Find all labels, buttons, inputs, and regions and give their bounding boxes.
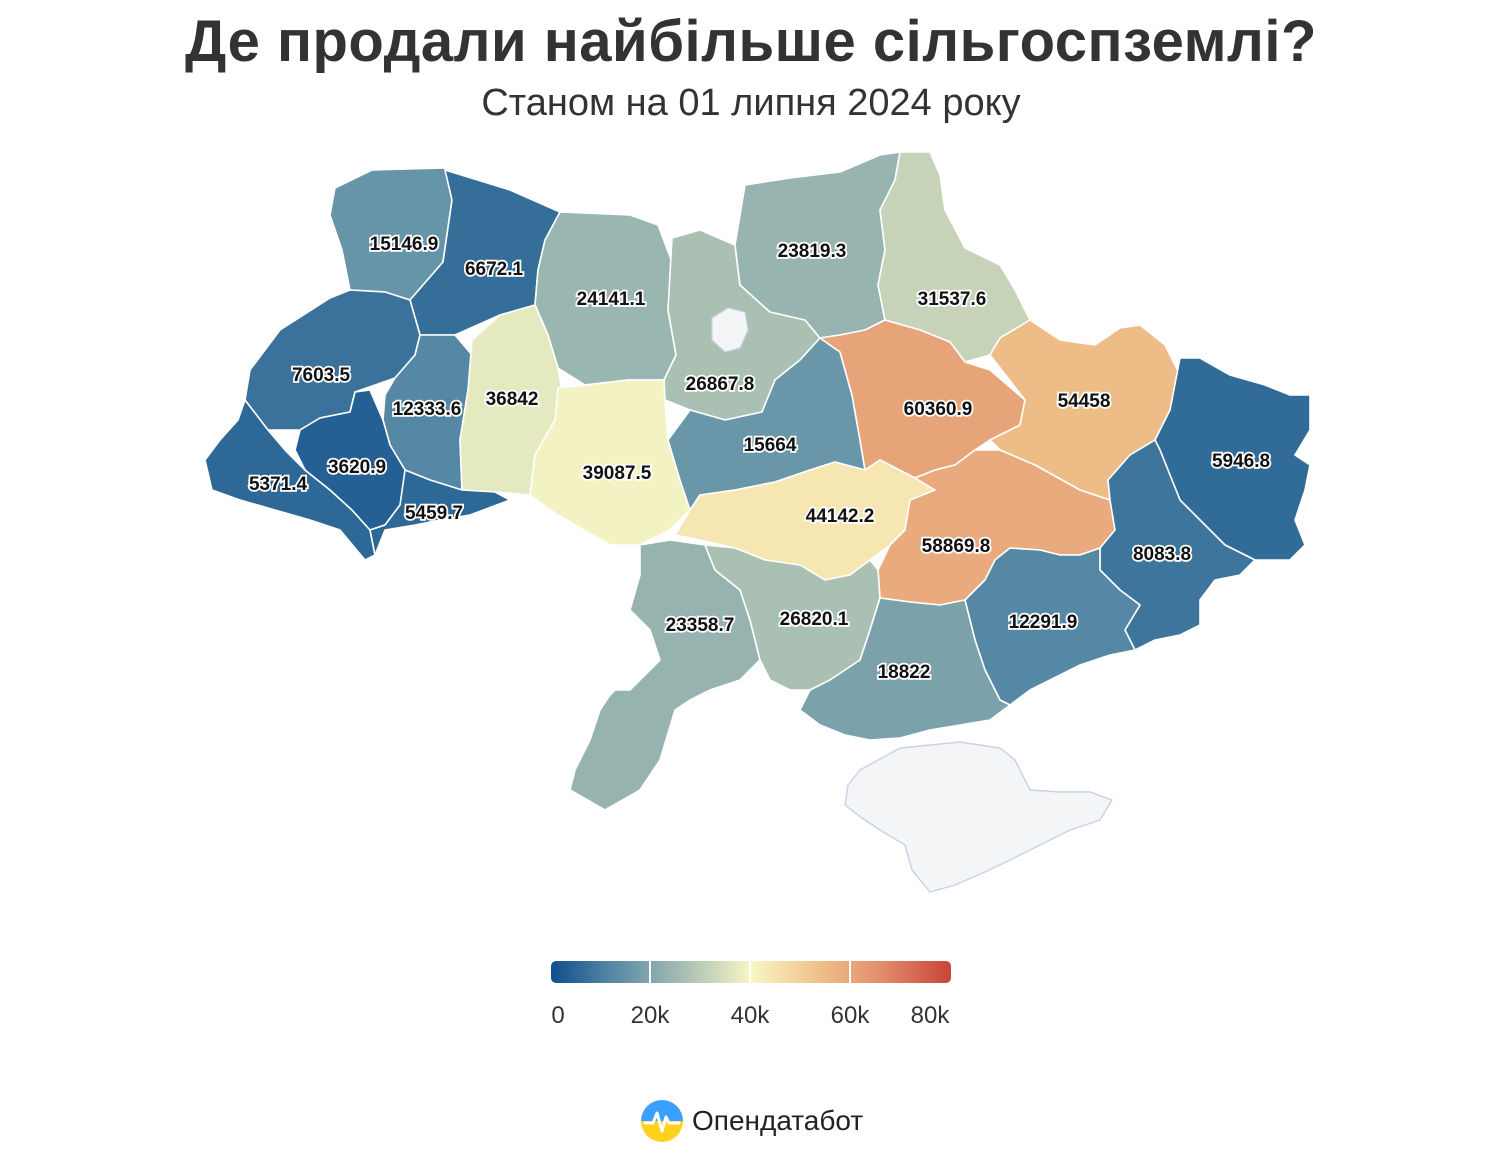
region-value-label-zakarpattia: 5371.4 xyxy=(249,474,308,495)
legend-tick-40k: 40k xyxy=(730,1002,770,1029)
region-value-label-zhytomyr: 24141.1 xyxy=(577,289,646,310)
legend-tick-20k: 20k xyxy=(630,1002,670,1029)
legend-divider xyxy=(849,961,851,983)
page-title: Де продали найбільше сільгоспземлі? xyxy=(185,9,1317,74)
brand-name: Опендатабот xyxy=(692,1105,864,1136)
region-value-label-luhansk: 5946.8 xyxy=(1212,451,1270,472)
region-value-label-volyn: 15146.9 xyxy=(370,234,439,255)
brand-logo: Опендатабот xyxy=(640,1098,863,1144)
region-value-label-chernivtsi: 5459.7 xyxy=(405,503,463,524)
region-vinnytsia[interactable] xyxy=(529,379,691,546)
region-value-label-cherkasy: 15664 xyxy=(744,435,797,456)
region-value-label-odesa: 23358.7 xyxy=(666,615,735,636)
region-value-label-donetsk: 8083.8 xyxy=(1133,544,1191,565)
region-value-label-lviv: 7603.5 xyxy=(292,365,351,386)
region-value-label-kherson: 18822 xyxy=(878,662,931,683)
region-value-label-mykolaiv: 26820.1 xyxy=(780,609,849,630)
region-value-label-zaporizhzhia: 12291.9 xyxy=(1009,612,1078,633)
region-value-label-khmelnytskyi: 36842 xyxy=(486,389,539,410)
legend-tick-60k: 60k xyxy=(830,1002,870,1029)
region-crimea xyxy=(844,741,1114,893)
region-value-label-kirovohrad: 44142.2 xyxy=(806,506,875,527)
region-value-label-ivano-frankivsk: 3620.9 xyxy=(328,457,386,478)
region-value-label-vinnytsia: 39087.5 xyxy=(583,463,652,484)
region-value-label-dnipropetrovsk: 58869.8 xyxy=(922,536,991,557)
region-kyiv-city xyxy=(711,307,749,353)
region-value-label-ternopil: 12333.6 xyxy=(393,399,462,420)
color-scale-bar xyxy=(551,961,951,983)
opendatabot-logo-icon xyxy=(641,1100,683,1142)
region-value-label-chernihiv: 23819.3 xyxy=(778,241,847,262)
legend-divider xyxy=(749,961,751,983)
region-value-label-rivne: 6672.1 xyxy=(465,259,524,280)
legend-tick-0: 0 xyxy=(551,1002,565,1029)
region-kherson[interactable] xyxy=(799,597,1011,741)
region-value-label-poltava: 60360.9 xyxy=(904,399,973,420)
page-subtitle: Станом на 01 липня 2024 року xyxy=(481,82,1021,124)
region-value-label-kharkiv: 54458 xyxy=(1058,391,1111,412)
legend-tick-80k: 80k xyxy=(910,1002,950,1029)
legend-divider xyxy=(649,961,651,983)
region-value-label-sumy: 31537.6 xyxy=(918,289,987,310)
region-value-label-kyiv: 26867.8 xyxy=(686,374,755,395)
region-chernivtsi[interactable] xyxy=(369,469,511,556)
